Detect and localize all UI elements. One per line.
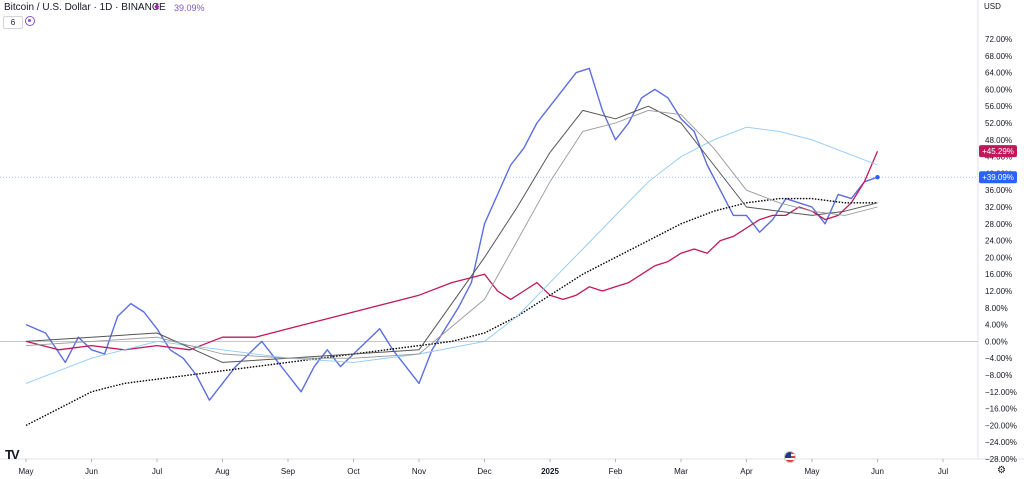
y-tick-label: 0.00% [985, 337, 1008, 346]
series-line-3 [25, 197, 878, 427]
y-tick-label: −4.00% [985, 354, 1012, 363]
series-line-4 [25, 126, 878, 384]
x-tick-label: Apr [740, 467, 753, 476]
y-tick-label: 64.00% [985, 69, 1012, 78]
y-tick-label: 4.00% [985, 321, 1008, 330]
y-tick-label: −8.00% [985, 371, 1012, 380]
tradingview-logo[interactable]: TV [5, 447, 20, 462]
chart-title: Bitcoin / U.S. Dollar · 1D · BINANCE [4, 2, 166, 13]
y-tick-label: −12.00% [985, 388, 1017, 397]
y-tick-label: 72.00% [985, 35, 1012, 44]
x-tick-label: Aug [215, 467, 229, 476]
y-tick-label: 32.00% [985, 203, 1012, 212]
y-tick-label: 56.00% [985, 102, 1012, 111]
x-tick-label: Mar [674, 467, 688, 476]
y-tick-label: 48.00% [985, 136, 1012, 145]
y-tick-label: −16.00% [985, 405, 1017, 414]
y-tick-label: 12.00% [985, 287, 1012, 296]
series-line-5 [25, 105, 878, 363]
x-tick-label: Jun [85, 467, 98, 476]
indicator-settings-icon[interactable] [25, 16, 35, 26]
price-tag-label: +39.09% [982, 173, 1014, 182]
y-tick-label: −20.00% [985, 421, 1017, 430]
x-tick-label: Oct [347, 467, 360, 476]
x-tick-label: Nov [412, 467, 426, 476]
x-tick-label: Dec [477, 467, 491, 476]
x-tick-label: Sep [281, 467, 296, 476]
y-tick-label: 16.00% [985, 270, 1012, 279]
series-line-1 [25, 67, 878, 401]
y-tick-label: 60.00% [985, 85, 1012, 94]
series-line-2 [25, 150, 879, 351]
indicator-toggle-button[interactable]: 6 [3, 16, 23, 29]
currency-label[interactable]: USD [984, 2, 1001, 11]
price-tag-background [979, 171, 1017, 184]
series-line-6 [25, 109, 878, 359]
x-tick-label: 2025 [541, 467, 559, 476]
indicator-count: 6 [10, 18, 16, 27]
y-tick-label: 36.00% [985, 186, 1012, 195]
price-tag-background [979, 145, 1017, 158]
x-tick-label: Jul [152, 467, 162, 476]
x-tick-label: May [804, 467, 819, 476]
last-point-marker [875, 175, 880, 180]
x-tick-label: Jun [871, 467, 884, 476]
x-tick-label: May [18, 467, 33, 476]
y-tick-label: −24.00% [985, 438, 1017, 447]
symbol-compare-icon[interactable]: ♦ [154, 1, 160, 13]
y-tick-label: −28.00% [985, 455, 1017, 464]
change-value: 39.09% [174, 3, 205, 13]
y-tick-label: 28.00% [985, 220, 1012, 229]
y-tick-label: 8.00% [985, 304, 1008, 313]
us-flag-icon[interactable] [784, 451, 796, 463]
price-tag-label: +45.29% [982, 147, 1014, 156]
x-tick-label: Jul [938, 467, 948, 476]
y-tick-label: 20.00% [985, 253, 1012, 262]
gear-icon[interactable]: ⚙ [997, 465, 1006, 476]
y-tick-label: 68.00% [985, 52, 1012, 61]
x-tick-label: Feb [609, 467, 623, 476]
y-tick-label: 24.00% [985, 237, 1012, 246]
y-tick-label: 52.00% [985, 119, 1012, 128]
